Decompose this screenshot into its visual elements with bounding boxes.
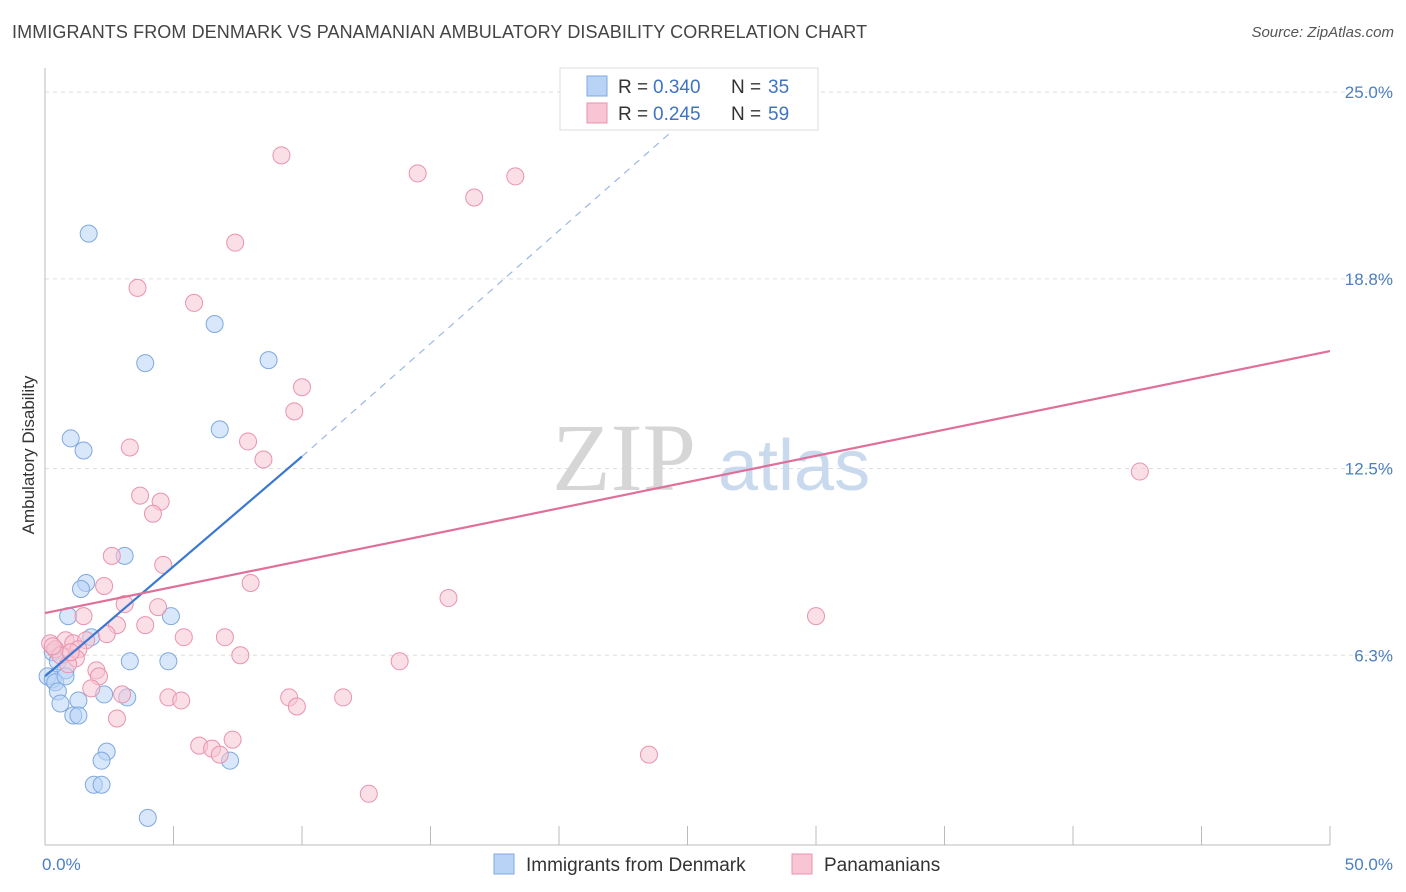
denmark-point-16 bbox=[159, 652, 178, 671]
x-tick-labels: 0.0% 50.0% bbox=[42, 855, 1393, 874]
panamanian-point-38 bbox=[231, 646, 250, 665]
panamanian-point-58 bbox=[61, 643, 80, 662]
denmark-point-3 bbox=[259, 351, 278, 370]
legend-n-label-blue: N = bbox=[731, 77, 761, 98]
watermark-zip: ZIP bbox=[552, 404, 696, 511]
x-ticks bbox=[44, 826, 1331, 845]
panamanian-point-0 bbox=[272, 146, 291, 165]
panamanian-point-12 bbox=[1130, 462, 1149, 481]
y-axis-label: Ambulatory Disability bbox=[19, 375, 38, 534]
watermark-atlas: atlas bbox=[718, 426, 870, 506]
panamanian-point-43 bbox=[82, 679, 101, 698]
bottom-legend-swatch-blue bbox=[493, 853, 515, 875]
legend-r-value-pink: 0.245 bbox=[653, 104, 701, 125]
denmark-point-15 bbox=[120, 652, 139, 671]
panamanian-point-29 bbox=[215, 628, 234, 647]
legend-r-label-pink: R = bbox=[618, 104, 648, 125]
denmark-point-0 bbox=[79, 224, 98, 243]
panamanian-point-24 bbox=[807, 607, 825, 626]
panamanian-point-10 bbox=[120, 438, 139, 457]
panamanian-point-39 bbox=[390, 652, 409, 671]
bottom-legend: Immigrants from Denmark Panamanians bbox=[493, 853, 940, 876]
x-tick-label-1: 50.0% bbox=[1345, 855, 1393, 874]
chart-title: IMMIGRANTS FROM DENMARK VS PANAMANIAN AM… bbox=[12, 22, 868, 42]
y-tick-label-0: 6.3% bbox=[1354, 646, 1393, 665]
y-tick-label-3: 25.0% bbox=[1345, 83, 1393, 102]
panamanian-point-16 bbox=[102, 546, 121, 565]
denmark-point-1 bbox=[205, 314, 224, 333]
panamanian-point-57 bbox=[43, 637, 62, 656]
denmark-point-2 bbox=[136, 354, 155, 373]
legend-swatch-blue bbox=[586, 75, 608, 97]
denmark-point-26 bbox=[69, 691, 88, 710]
denmark-point-34 bbox=[138, 808, 157, 827]
panamanian-point-50 bbox=[107, 709, 126, 728]
panamanian-point-15 bbox=[143, 504, 162, 523]
panamanian-point-11 bbox=[254, 450, 273, 469]
denmark-point-11 bbox=[161, 607, 180, 626]
denmark-trend-extension bbox=[301, 94, 714, 457]
denmark-point-33 bbox=[92, 775, 111, 794]
panamanian-trend-line bbox=[44, 350, 1331, 615]
panamanian-point-6 bbox=[185, 293, 204, 312]
panamanian-point-3 bbox=[465, 188, 484, 207]
bottom-legend-swatch-pink bbox=[791, 853, 813, 875]
legend-r-label-blue: R = bbox=[618, 77, 648, 98]
panamanian-point-51 bbox=[223, 730, 242, 749]
panamanian-point-28 bbox=[174, 628, 193, 647]
denmark-point-5 bbox=[74, 441, 93, 460]
legend-swatch-pink bbox=[586, 102, 608, 124]
panamanian-point-17 bbox=[154, 555, 173, 574]
x-tick-label-0: 0.0% bbox=[42, 855, 81, 874]
denmark-point-25 bbox=[51, 694, 70, 713]
legend-n-value-blue: 35 bbox=[768, 77, 789, 98]
denmark-point-4 bbox=[61, 429, 80, 448]
denmark-trend-line bbox=[44, 455, 303, 678]
trend-lines bbox=[44, 94, 1331, 678]
panamanian-point-56 bbox=[359, 784, 378, 803]
panamanian-point-13 bbox=[131, 486, 150, 505]
panamanian-point-7 bbox=[293, 378, 311, 397]
panamanian-point-54 bbox=[210, 745, 229, 764]
panamanian-point-8 bbox=[285, 402, 304, 421]
legend-n-label-pink: N = bbox=[731, 104, 761, 125]
panamanian-point-26 bbox=[136, 616, 155, 635]
y-tick-labels: 6.3% 12.5% 18.8% 25.0% bbox=[1345, 83, 1393, 665]
watermark: ZIP atlas bbox=[552, 404, 870, 511]
panamanian-point-20 bbox=[439, 589, 458, 608]
denmark-point-6 bbox=[210, 420, 229, 439]
panamanian-point-4 bbox=[226, 233, 245, 252]
panamanian-point-46 bbox=[172, 691, 191, 710]
panamanian-point-27 bbox=[97, 625, 116, 644]
panamanian-point-48 bbox=[334, 688, 353, 707]
panamanian-point-18 bbox=[241, 573, 260, 592]
panamanian-point-22 bbox=[149, 598, 168, 617]
legend-r-value-blue: 0.340 bbox=[653, 77, 701, 98]
denmark-point-9 bbox=[71, 580, 90, 599]
panamanian-point-44 bbox=[113, 685, 132, 704]
legend-box: R = 0.340 N = 35 R = 0.245 N = 59 bbox=[559, 67, 819, 131]
bottom-legend-label-pink: Panamanians bbox=[824, 855, 940, 876]
panamanian-point-9 bbox=[239, 432, 258, 451]
y-tick-label-1: 12.5% bbox=[1345, 460, 1393, 479]
panamanian-point-55 bbox=[639, 745, 658, 764]
grid-lines bbox=[45, 91, 1392, 656]
panamanian-point-1 bbox=[408, 164, 427, 183]
panamanian-point-5 bbox=[128, 278, 147, 297]
source-label: Source: ZipAtlas.com bbox=[1251, 24, 1394, 41]
legend-n-value-pink: 59 bbox=[768, 104, 789, 125]
panamanian-point-2 bbox=[506, 167, 525, 186]
panamanian-point-19 bbox=[95, 577, 114, 595]
panamanian-point-23 bbox=[74, 607, 93, 626]
y-tick-label-2: 18.8% bbox=[1345, 270, 1393, 289]
denmark-point-30 bbox=[92, 751, 111, 770]
bottom-legend-label-blue: Immigrants from Denmark bbox=[526, 855, 746, 876]
denmark-point-28 bbox=[69, 706, 88, 725]
series-immigrants-from-denmark bbox=[38, 224, 278, 827]
panamanian-point-49 bbox=[287, 697, 306, 716]
panamanian-point-21 bbox=[115, 595, 134, 614]
